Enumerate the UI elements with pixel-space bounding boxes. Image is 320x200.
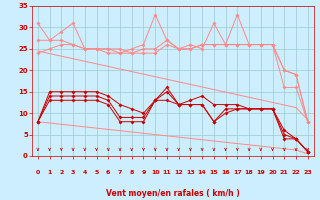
X-axis label: Vent moyen/en rafales ( km/h ): Vent moyen/en rafales ( km/h )	[106, 189, 240, 198]
